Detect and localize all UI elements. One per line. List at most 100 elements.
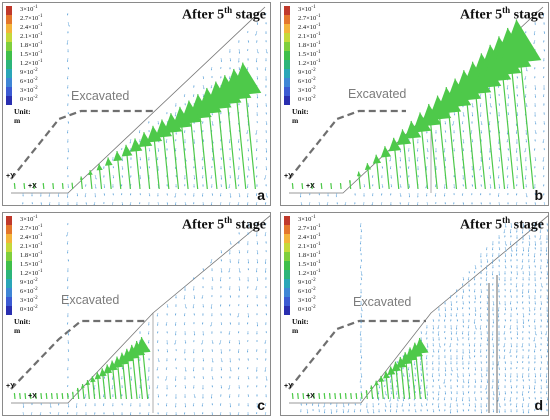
vector-arrowhead	[138, 131, 141, 134]
vector-arrow	[326, 201, 329, 205]
vector-arrowhead	[492, 255, 494, 257]
vector-arrowhead	[264, 178, 266, 180]
excavated-label: Excavated	[353, 295, 412, 309]
vector-arrowhead	[432, 344, 434, 347]
vector-arrowhead	[256, 68, 258, 71]
vector-arrowhead	[450, 392, 453, 394]
vector-arrowhead	[432, 368, 434, 371]
legend-value: 0×10-2	[298, 305, 316, 314]
vector-arrowhead	[147, 379, 149, 381]
vector-arrowhead	[363, 185, 366, 188]
vector-arrowhead	[516, 308, 518, 310]
legend-value: 1.5×10-1	[298, 260, 321, 269]
legend-swatch	[284, 279, 290, 288]
vector-arrowhead	[521, 346, 523, 348]
vector-arrowhead	[264, 262, 267, 264]
vector-arrowhead	[504, 379, 506, 382]
vector-arrowhead	[31, 202, 33, 205]
vector-arrowhead	[497, 381, 500, 384]
vector-arrowhead	[302, 393, 304, 395]
vector-arrowhead	[230, 62, 262, 97]
vector-arrowhead	[486, 332, 488, 335]
vector-arrowhead	[84, 195, 87, 198]
vector-arrowhead	[527, 357, 530, 359]
vector-arrowhead	[229, 413, 231, 415]
vector-arrowhead	[437, 334, 440, 336]
vector-arrowhead	[435, 132, 437, 134]
vector-arrowhead	[426, 394, 429, 396]
vector-arrowhead	[467, 334, 470, 336]
vector-arrowhead	[408, 410, 410, 412]
vector-arrowhead	[547, 339, 548, 342]
vector-arrowhead	[420, 380, 423, 382]
vector-arrowhead	[438, 358, 440, 360]
vector-arrowhead	[545, 333, 547, 336]
vector-arrowhead	[220, 323, 223, 326]
vector-arrowhead	[265, 94, 267, 97]
vector-arrowhead	[67, 287, 69, 290]
vector-arrowhead	[425, 357, 428, 360]
vector-arrowhead	[467, 326, 470, 329]
vector-arrowhead	[453, 175, 455, 178]
vector-arrowhead	[480, 291, 482, 293]
vector-arrowhead	[533, 388, 536, 390]
vector-arrowhead	[184, 387, 186, 389]
vector-arrowhead	[498, 204, 500, 205]
vector-arrowhead	[103, 364, 113, 374]
vector-arrowhead	[256, 261, 259, 264]
vector-arrowhead	[404, 120, 422, 139]
vector-arrowhead	[498, 374, 500, 376]
vector-arrowhead	[211, 369, 213, 372]
vector-arrowhead	[522, 225, 525, 228]
vector-arrowhead	[534, 358, 536, 360]
vector-arrowhead	[462, 315, 464, 317]
vector-arrowhead	[432, 339, 434, 342]
vector-arrowhead	[528, 391, 530, 394]
vector-arrowhead	[155, 119, 173, 138]
vector-arrowhead	[66, 167, 69, 170]
vector-arrowhead	[111, 387, 113, 390]
vector-arrowhead	[542, 168, 545, 170]
vector-arrowhead	[522, 367, 524, 370]
vector-arrowhead	[507, 159, 509, 161]
legend-value: 3×10-1	[298, 215, 316, 224]
vector-arrowhead	[194, 415, 195, 416]
vector-arrowhead	[330, 412, 333, 414]
vector-arrowhead	[468, 400, 470, 402]
vector-arrowhead	[166, 359, 168, 362]
vector-arrowhead	[516, 356, 518, 358]
vector-arrowhead	[456, 380, 458, 382]
vector-arrowhead	[438, 363, 440, 365]
vector-arrowhead	[408, 195, 411, 198]
vector-arrowhead	[444, 344, 446, 346]
legend-swatch	[6, 252, 12, 261]
legend-swatch	[284, 60, 290, 69]
vector-arrowhead	[524, 150, 526, 153]
vector-arrowhead	[380, 146, 392, 158]
vector-arrowhead	[543, 49, 545, 52]
vector-arrowhead	[246, 132, 248, 134]
vector-arrowhead	[506, 140, 509, 143]
vector-arrowhead	[50, 393, 53, 395]
vector-arrowhead	[193, 186, 195, 188]
vector-arrowhead	[299, 195, 302, 198]
vector-arrowhead	[229, 277, 231, 279]
vector-arrowhead	[543, 113, 545, 115]
vector-arrowhead	[67, 297, 69, 299]
vector-arrowhead	[540, 243, 542, 245]
vector-arrowhead	[157, 412, 159, 415]
vector-arrowhead	[342, 411, 345, 414]
vector-arrowhead	[489, 187, 492, 189]
vector-arrowhead	[474, 290, 476, 293]
vector-arrowhead	[192, 306, 195, 309]
vector-arrowhead	[383, 371, 390, 379]
vector-arrowhead	[510, 331, 512, 334]
vector-arrowhead	[88, 170, 93, 176]
vector-arrowhead	[130, 405, 132, 407]
vector-arrowhead	[184, 378, 186, 380]
vector-arrowhead	[486, 410, 488, 412]
vector-arrowhead	[493, 393, 495, 396]
vector-arrowhead	[220, 331, 222, 334]
legend-swatch	[284, 15, 290, 24]
displacement-field-a	[10, 6, 268, 205]
